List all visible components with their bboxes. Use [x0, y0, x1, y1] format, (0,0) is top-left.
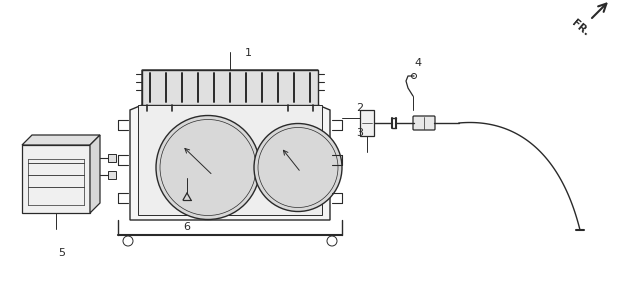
- Polygon shape: [22, 135, 100, 145]
- Text: FR.: FR.: [570, 18, 591, 38]
- Text: 1: 1: [244, 48, 252, 58]
- Polygon shape: [138, 105, 322, 215]
- Text: 2: 2: [356, 103, 363, 113]
- Bar: [360, 110, 374, 136]
- Ellipse shape: [156, 116, 260, 220]
- Bar: [108, 154, 116, 162]
- FancyBboxPatch shape: [413, 116, 435, 130]
- Polygon shape: [22, 145, 90, 213]
- Bar: [108, 171, 116, 179]
- Text: 6: 6: [184, 222, 191, 232]
- Text: 4: 4: [415, 58, 422, 68]
- Text: 3: 3: [356, 128, 363, 138]
- Text: 5: 5: [58, 248, 65, 258]
- Ellipse shape: [254, 124, 342, 212]
- Polygon shape: [130, 70, 330, 220]
- Polygon shape: [142, 70, 318, 105]
- Polygon shape: [90, 135, 100, 213]
